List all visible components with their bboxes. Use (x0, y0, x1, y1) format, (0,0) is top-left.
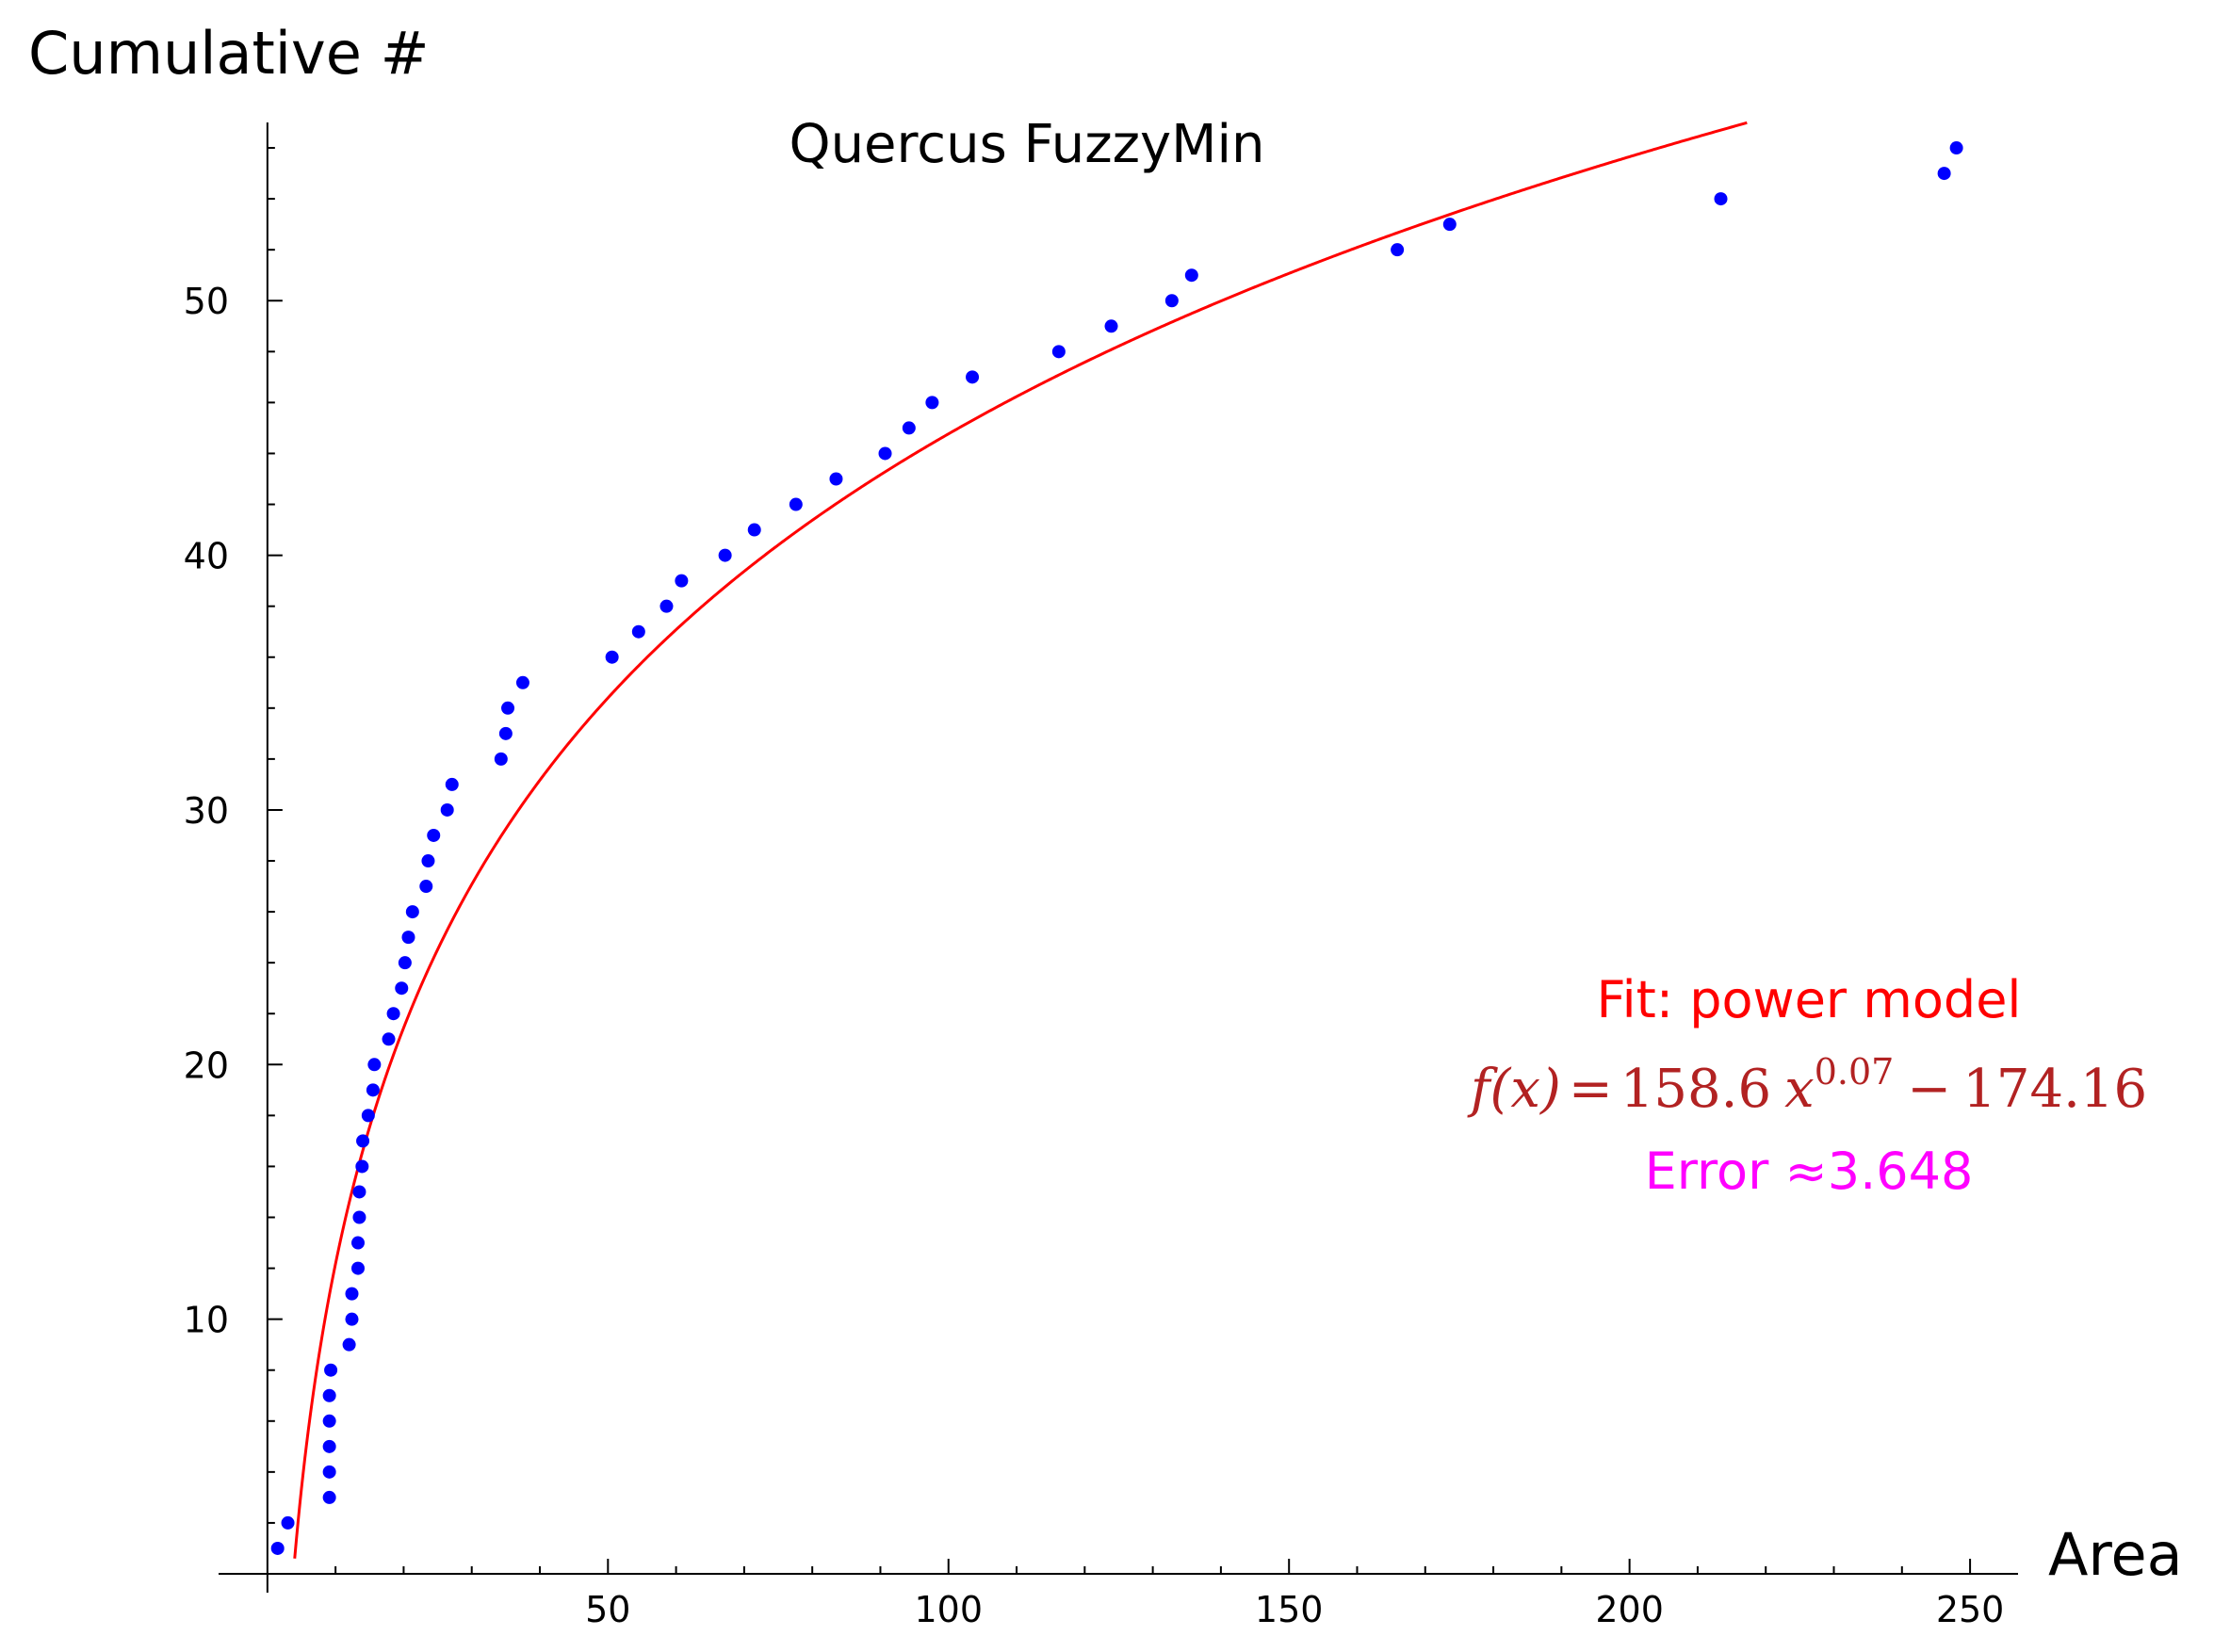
data-point (445, 777, 459, 791)
data-point (421, 854, 435, 868)
data-point (1164, 294, 1179, 308)
data-point (718, 548, 732, 562)
formula-exponent: 0.07 (1815, 1051, 1895, 1093)
data-point (675, 574, 689, 588)
data-point (1051, 345, 1066, 359)
y-tick-label: 30 (184, 790, 229, 832)
data-point (631, 624, 645, 639)
formula-const: 174.16 (1962, 1059, 2147, 1120)
data-point (322, 1490, 336, 1504)
data-points (270, 141, 1963, 1555)
data-point (382, 1032, 396, 1046)
data-point (1184, 268, 1198, 283)
data-point (498, 726, 513, 740)
x-tick-label: 200 (1595, 1589, 1664, 1630)
data-point (361, 1109, 375, 1123)
data-point (386, 1007, 400, 1021)
data-point (355, 1159, 369, 1174)
data-point (1949, 141, 1963, 155)
ticks (267, 147, 1972, 1574)
data-point (925, 396, 939, 410)
data-point (1391, 243, 1405, 257)
data-point (395, 981, 409, 996)
formula-lhs: f(x) (1467, 1059, 1561, 1120)
tick-labels: 50 100 150 200 250 10 20 30 40 50 (184, 281, 2005, 1630)
data-point (405, 905, 419, 919)
data-point (659, 599, 674, 613)
data-point (345, 1287, 359, 1301)
y-tick-label: 20 (184, 1045, 229, 1086)
data-point (829, 472, 843, 486)
fit-formula: f(x) = 158.6 x0.07−174.16 (1467, 1051, 2147, 1120)
data-point (324, 1363, 338, 1377)
data-point (398, 956, 412, 970)
data-point (789, 497, 803, 511)
data-point (322, 1388, 336, 1402)
axes (219, 122, 2018, 1593)
data-point (401, 931, 415, 945)
data-point (1442, 218, 1457, 232)
error-label: Error ≈3.648 (1645, 1142, 1974, 1201)
data-point (427, 828, 441, 842)
y-tick-label: 10 (184, 1300, 229, 1341)
data-point (902, 421, 916, 435)
formula-eq: = (1569, 1059, 1613, 1120)
data-point (367, 1058, 382, 1072)
data-point (515, 675, 529, 689)
formula-var: x (1784, 1059, 1815, 1120)
data-point (605, 650, 619, 664)
data-point (322, 1439, 336, 1453)
data-point (270, 1541, 285, 1555)
data-point (345, 1312, 359, 1326)
y-axis-label: Cumulative # (28, 19, 430, 88)
data-point (747, 523, 761, 537)
data-point (281, 1515, 295, 1530)
data-point (1104, 319, 1118, 333)
x-tick-label: 50 (585, 1589, 630, 1630)
data-point (351, 1261, 365, 1275)
data-point (366, 1083, 380, 1097)
data-point (440, 802, 454, 817)
data-point (356, 1134, 370, 1148)
data-point (322, 1465, 336, 1479)
data-point (419, 880, 433, 894)
data-point (494, 752, 508, 766)
data-point (1714, 192, 1728, 206)
x-tick-label: 250 (1936, 1589, 2005, 1630)
data-point (878, 446, 892, 461)
data-point (501, 701, 515, 715)
fit-label: Fit: power model (1597, 970, 2022, 1029)
data-point (322, 1414, 336, 1428)
y-tick-label: 40 (184, 536, 229, 577)
y-tick-label: 50 (184, 281, 229, 322)
formula-coef: 158.6 (1620, 1059, 1771, 1120)
chart-title: Quercus FuzzyMin (789, 114, 1264, 175)
data-point (352, 1185, 366, 1199)
data-point (1937, 167, 1951, 181)
formula-minus: − (1907, 1059, 1951, 1120)
data-point (966, 370, 980, 384)
data-point (342, 1337, 356, 1352)
data-point (352, 1210, 366, 1224)
x-tick-label: 150 (1255, 1589, 1324, 1630)
fit-curve (293, 121, 1748, 1559)
data-point (351, 1236, 365, 1250)
x-axis-label: Area (2048, 1520, 2183, 1589)
x-tick-label: 100 (914, 1589, 983, 1630)
